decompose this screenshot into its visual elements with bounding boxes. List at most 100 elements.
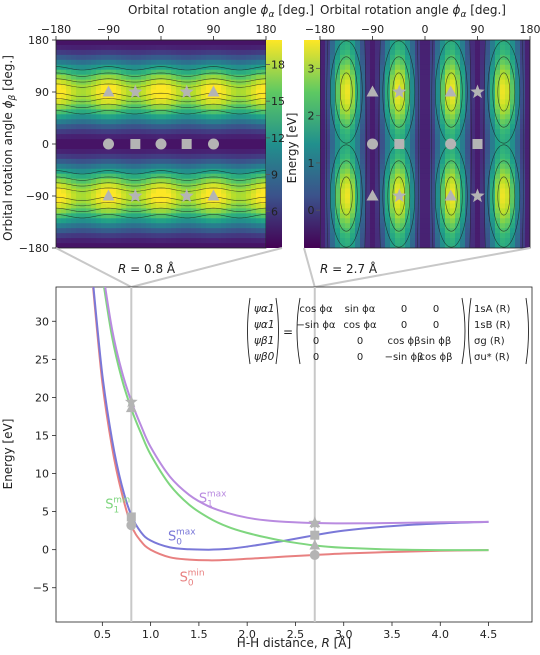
left-heat-cell [81, 203, 87, 209]
left-heat-cell [251, 158, 257, 165]
left-heat-cell [136, 183, 142, 189]
left-heat-cell [101, 84, 107, 90]
left-heat-cell [161, 40, 167, 46]
left-heat-cell [71, 193, 77, 199]
right-heat-cell [380, 129, 386, 135]
right-heat-cell [415, 99, 421, 105]
right-heat-cell [355, 223, 361, 229]
left-heat-cell [146, 163, 152, 170]
right-heat-cell [475, 54, 481, 61]
left-heat-cell [111, 238, 117, 244]
left-heat-cell [176, 114, 182, 120]
right-heat-cell [450, 114, 456, 120]
marker-star [128, 84, 143, 99]
right-heat-cell [465, 104, 471, 110]
left-heat-cell [76, 223, 82, 229]
right-heat-cell [425, 54, 431, 61]
right-heat-cell [395, 243, 401, 248]
right-heat-cell [405, 49, 411, 56]
right-heat-cell [430, 158, 436, 165]
left-heat-cell [96, 124, 102, 130]
right-heat-cell [450, 84, 456, 90]
right-heat-cell [480, 223, 486, 229]
left-heat-cell [61, 129, 67, 135]
right-heat-cell [355, 129, 361, 135]
right-heat-cell [320, 213, 326, 219]
right-heat-cell [340, 114, 346, 120]
left-heat-cell [171, 114, 177, 120]
right-heat-cell [460, 129, 466, 135]
right-heat-cell [465, 74, 471, 81]
left-heat-cell [126, 148, 132, 155]
left-heat-cell [176, 144, 182, 150]
right-heat-cell [490, 228, 496, 234]
left-heat-cell [76, 153, 82, 160]
right-heat-cell [340, 238, 346, 244]
left-heat-cell [216, 139, 222, 145]
left-heat-cell [176, 208, 182, 214]
left-heat-cell [176, 54, 182, 61]
right-heat-cell [440, 178, 446, 185]
right-heat-cell [455, 193, 461, 199]
right-heat-cell [435, 139, 441, 145]
left-heat-cell [161, 233, 167, 239]
left-heat-cell [261, 228, 266, 234]
right-heat-cell [345, 168, 351, 175]
right-heat-cell [325, 104, 331, 110]
right-heat-cell [520, 163, 526, 170]
left-heat-cell [156, 119, 162, 125]
left-heat-cell [96, 228, 102, 234]
left-heat-cell [171, 153, 177, 160]
left-heat-cell [131, 59, 137, 66]
right-heat-cell [410, 183, 416, 189]
left-heat-cell [166, 109, 172, 115]
left-heat-cell [201, 59, 207, 66]
right-heat-cell [335, 228, 341, 234]
left-heat-cell [256, 223, 262, 229]
left-heat-cell [76, 208, 82, 214]
right-heat-cell [380, 178, 386, 185]
right-heat-cell [340, 218, 346, 224]
right-heat-cell [440, 203, 446, 209]
left-heat-cell [221, 44, 227, 51]
right-heat-cell [475, 44, 481, 51]
left-heat-cell [246, 158, 252, 165]
right-heat-cell [460, 99, 466, 105]
left-heat-cell [86, 79, 92, 85]
left-heat-cell [191, 40, 197, 46]
left-heat-cell [91, 40, 97, 46]
right-heat-cell [325, 178, 331, 185]
right-heat-cell [335, 104, 341, 110]
right-heat-cell [365, 203, 371, 209]
y-tick-label: 5 [42, 506, 49, 519]
right-heat-cell [425, 223, 431, 229]
right-heat-cell [520, 94, 526, 100]
right-heat-cell [365, 129, 371, 135]
right-heat-cell [360, 124, 366, 130]
right-heat-cell [340, 173, 346, 180]
right-heat-cell [510, 223, 516, 229]
right-heat-cell [365, 218, 371, 224]
right-heat-cell [360, 139, 366, 145]
right-heat-cell [465, 168, 471, 175]
left-heat-cell [136, 218, 142, 224]
left-heat-cell [226, 109, 232, 115]
left-heat-cell [96, 198, 102, 204]
right-heat-cell [360, 163, 366, 170]
right-heat-cell [390, 168, 396, 175]
left-heat-cell [166, 208, 172, 214]
right-heat-cell [415, 163, 421, 170]
left-heat-cell [161, 84, 167, 90]
right-heat-cell [360, 178, 366, 185]
left-x-ticks: −180 −90 0 90 180 [41, 23, 277, 40]
right-heat-cell [395, 153, 401, 160]
left-heat-cell [141, 148, 147, 155]
right-heat-cell [475, 228, 481, 234]
right-heat-cell [345, 89, 351, 95]
right-heat-cell [445, 49, 451, 56]
left-heat-cell [216, 213, 222, 219]
right-heat-cell [390, 134, 396, 140]
left-heat-cell [136, 119, 142, 125]
right-heat-cell [470, 134, 476, 140]
left-heat-cell [231, 163, 237, 170]
